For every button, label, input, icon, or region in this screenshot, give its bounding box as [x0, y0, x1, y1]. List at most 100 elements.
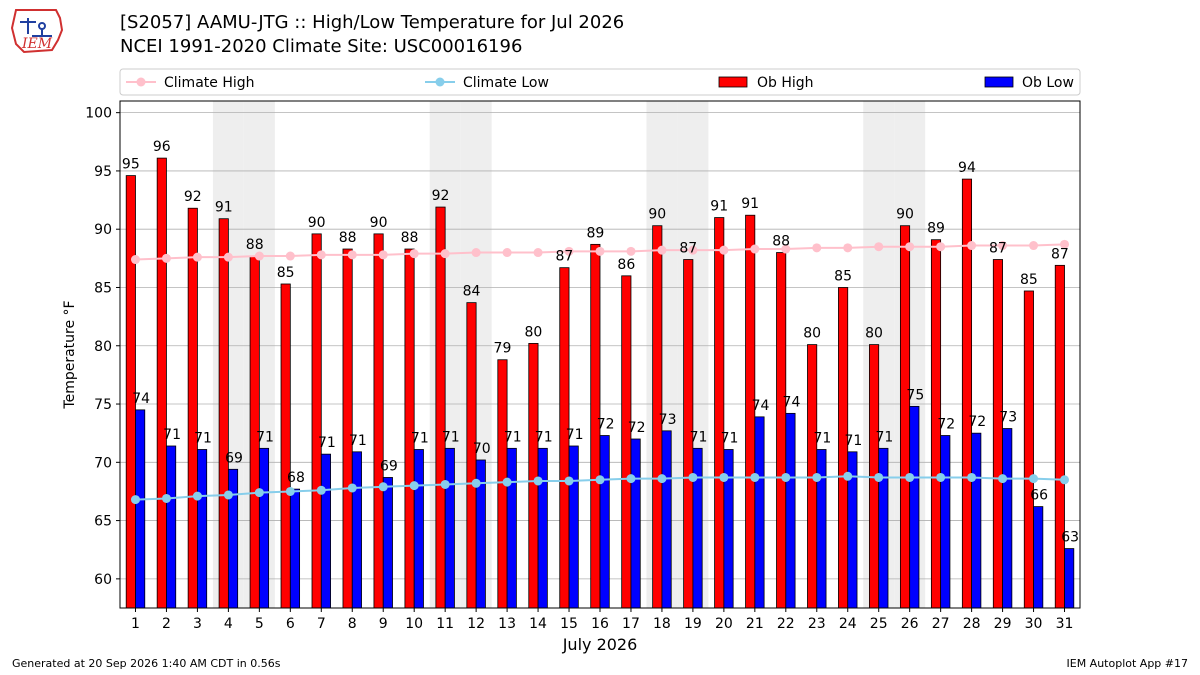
ob-high-bar [621, 275, 632, 609]
x-tick-label: 27 [932, 616, 950, 632]
ob-high-label: 88 [339, 230, 357, 246]
ob-high-bar [528, 343, 539, 609]
legend-ob-low-swatch [984, 76, 1014, 88]
ob-low-bar [135, 409, 146, 609]
x-tick-label: 6 [286, 616, 295, 632]
ob-low-label: 71 [256, 429, 274, 445]
x-tick-label: 2 [162, 616, 171, 632]
climate-low-point [347, 483, 357, 493]
ob-low-label: 73 [999, 410, 1017, 426]
climate-low-point [1060, 475, 1070, 485]
ob-low-label: 72 [628, 420, 646, 436]
ob-low-label: 71 [844, 433, 862, 449]
x-tick-label: 1 [131, 616, 140, 632]
climate-high-point [998, 241, 1008, 251]
legend-ob-low-label: Ob Low [1022, 75, 1074, 91]
ob-high-bar [899, 225, 911, 609]
ob-low-label: 71 [163, 427, 181, 443]
x-tick-label: 3 [193, 616, 202, 632]
y-tick-label: 100 [85, 106, 112, 122]
ob-low-label: 71 [875, 429, 893, 445]
ob-low-bar [289, 488, 301, 609]
ob-high-label: 91 [215, 200, 233, 216]
chart-title: [S2057] AAMU-JTG :: High/Low Temperature… [120, 12, 625, 33]
climate-high-point [781, 244, 791, 254]
climate-high-point [316, 250, 326, 260]
ob-high-bar [342, 248, 353, 609]
ob-high-label: 86 [617, 257, 635, 273]
ob-low-bar [630, 438, 641, 609]
ob-high-label: 90 [308, 215, 326, 231]
ob-high-label: 92 [184, 189, 202, 205]
x-tick-label: 17 [622, 616, 640, 632]
ob-low-bar [227, 468, 239, 609]
climate-high-point [440, 249, 450, 259]
ob-low-bar [537, 447, 548, 609]
ob-low-bar [692, 447, 703, 609]
ob-low-label: 69 [380, 458, 398, 474]
ob-low-bar [258, 447, 270, 609]
ob-low-bar [785, 412, 796, 609]
x-tick-label: 15 [560, 616, 578, 632]
ob-low-label: 71 [721, 430, 739, 446]
x-tick-label: 16 [591, 616, 609, 632]
climate-low-point [750, 472, 760, 482]
ob-low-bar [506, 447, 517, 609]
climate-high-point [595, 246, 605, 256]
ob-high-label: 90 [896, 207, 914, 223]
ob-low-label: 72 [968, 414, 986, 430]
x-tick-label: 9 [379, 616, 388, 632]
climate-low-point [130, 495, 140, 505]
ob-low-bar [197, 449, 208, 609]
ob-high-label: 85 [277, 265, 295, 281]
x-tick-label: 7 [317, 616, 326, 632]
ob-low-bar [1033, 506, 1044, 609]
ob-low-label: 71 [690, 429, 708, 445]
ob-high-label: 85 [834, 268, 852, 284]
climate-low-point [812, 472, 822, 482]
y-tick-label: 90 [94, 222, 112, 238]
ob-low-label: 71 [411, 430, 429, 446]
climate-high-point [533, 248, 543, 258]
y-tick-label: 60 [94, 572, 112, 588]
ob-low-bar [971, 432, 982, 609]
x-tick-label: 14 [529, 616, 547, 632]
ob-low-label: 69 [225, 450, 243, 466]
climate-high-point [564, 246, 574, 256]
climate-high-point [347, 250, 357, 260]
ob-low-bar [661, 430, 672, 609]
chart-subtitle: NCEI 1991-2020 Climate Site: USC00016196 [120, 36, 523, 57]
x-tick-label: 18 [653, 616, 671, 632]
ob-high-label: 88 [401, 230, 419, 246]
climate-high-point [471, 248, 481, 258]
climate-high-point [936, 242, 946, 252]
climate-high-point [192, 252, 202, 262]
climate-low-point [657, 474, 667, 484]
climate-low-point [626, 474, 636, 484]
app-note: IEM Autoplot App #17 [1066, 657, 1189, 670]
climate-high-point [719, 245, 729, 255]
climate-high-point [1029, 241, 1039, 251]
climate-high-point [905, 242, 915, 252]
ob-high-label: 91 [741, 196, 759, 212]
ob-high-label: 80 [803, 326, 821, 342]
ob-low-bar [568, 445, 579, 609]
ob-high-label: 89 [927, 221, 945, 237]
ob-low-bar [382, 477, 393, 609]
ob-high-bar [714, 217, 725, 609]
ob-high-bar [373, 233, 384, 609]
ob-low-bar [754, 416, 765, 609]
climate-high-point [967, 241, 977, 251]
x-axis-label: July 2026 [562, 635, 638, 654]
climate-high-point [874, 242, 884, 252]
x-tick-label: 25 [870, 616, 888, 632]
climate-low-point [936, 472, 946, 482]
ob-high-label: 84 [463, 284, 481, 300]
x-tick-label: 24 [839, 616, 857, 632]
ob-low-label: 68 [287, 470, 305, 486]
ob-low-label: 74 [783, 394, 801, 410]
climate-low-point [192, 491, 202, 501]
ob-high-label: 90 [648, 207, 666, 223]
ob-high-label: 94 [958, 160, 976, 176]
ob-low-label: 74 [132, 391, 150, 407]
